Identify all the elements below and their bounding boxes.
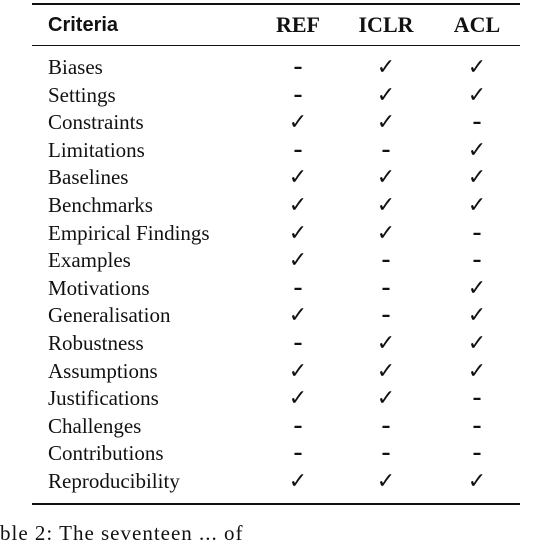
dash-icon: – [472,222,482,244]
table-row: Challenges – – – [0,413,554,441]
row-criteria-label: Generalisation [48,303,171,328]
table-row: Contributions – – – [0,440,554,468]
check-icon: ✓ [467,55,487,80]
header-iclr-label: ICLR [358,12,414,37]
row-criteria-label: Constraints [48,110,144,135]
check-icon: ✓ [376,386,396,412]
check-icon: ✓ [376,192,396,218]
check-icon: ✓ [467,330,487,356]
table-row: Biases – ✓ ✓ [0,54,554,82]
row-criteria-label: Baselines [48,165,129,190]
dash-icon: – [293,277,303,299]
table-top-rule [32,3,520,5]
check-icon: ✓ [288,248,308,274]
table-row: Robustness – ✓ ✓ [0,330,554,358]
table-row: Examples ✓ – – [0,247,554,275]
check-icon: ✓ [376,110,396,136]
dash-icon: – [293,57,303,78]
check-icon: ✓ [467,82,487,108]
table-row: Benchmarks ✓ ✓ ✓ [0,192,554,220]
table-row: Baselines ✓ ✓ ✓ [0,164,554,192]
dash-icon: – [381,443,391,465]
check-icon: ✓ [376,55,396,80]
header-acl-label: ACL [453,12,501,37]
table-caption: ble 2: The seventeen ... of [0,518,244,548]
table-row: Limitations – – ✓ [0,137,554,165]
row-criteria-label: Challenges [48,413,142,438]
check-icon: ✓ [467,165,487,191]
check-icon: ✓ [467,192,487,218]
table-row: Reproducibility ✓ ✓ ✓ [0,468,554,496]
row-criteria-label: Contributions [48,441,164,466]
table-row: Generalisation ✓ – ✓ [0,302,554,330]
check-icon: ✓ [376,82,396,108]
dash-icon: – [472,415,482,437]
check-icon: ✓ [376,358,396,384]
dash-icon: – [472,443,482,465]
table-body: Biases – ✓ ✓ Settings – ✓ ✓ Constraints ✓ ✓ – Limita… [0,54,554,496]
row-criteria-label: Biases [48,55,103,79]
check-icon: ✓ [467,468,487,494]
check-icon: ✓ [288,386,308,412]
row-criteria-label: Examples [48,248,131,273]
check-icon: ✓ [288,468,308,494]
dash-icon: – [381,250,391,272]
table-row: Justifications ✓ ✓ – [0,385,554,413]
table-row: Constraints ✓ ✓ – [0,109,554,137]
check-icon: ✓ [288,165,308,191]
check-icon: ✓ [288,220,308,246]
table-row: Assumptions ✓ ✓ ✓ [0,358,554,386]
table-row: Empirical Findings ✓ ✓ – [0,220,554,248]
row-criteria-label: Motivations [48,275,150,300]
row-criteria-label: Justifications [48,386,159,411]
table-row: Motivations – – ✓ [0,275,554,303]
table-header-rule [32,45,520,46]
dash-icon: – [293,415,303,437]
table-row: Settings – ✓ ✓ [0,82,554,110]
dash-icon: – [472,388,482,410]
dash-icon: – [381,305,391,327]
check-icon: ✓ [288,303,308,329]
check-icon: ✓ [467,303,487,329]
dash-icon: – [293,443,303,465]
dash-icon: – [472,112,482,134]
header-criteria: Criteria [48,14,119,36]
check-icon: ✓ [376,220,396,246]
table-bottom-rule [32,503,520,505]
check-icon: ✓ [288,110,308,136]
row-criteria-label: Benchmarks [48,192,153,217]
dash-icon: – [293,139,303,161]
dash-icon: – [293,332,303,354]
check-icon: ✓ [467,275,487,301]
check-icon: ✓ [467,358,487,384]
check-icon: ✓ [376,468,396,494]
dash-icon: – [381,415,391,437]
dash-icon: – [381,277,391,299]
dash-icon: – [293,84,303,106]
check-icon: ✓ [288,192,308,218]
row-criteria-label: Empirical Findings [48,220,210,245]
row-criteria-label: Reproducibility [48,468,180,493]
check-icon: ✓ [376,165,396,191]
row-criteria-label: Limitations [48,137,145,162]
row-criteria-label: Robustness [48,330,144,355]
row-criteria-label: Settings [48,82,116,107]
check-icon: ✓ [288,358,308,384]
dash-icon: – [381,139,391,161]
table-header: Criteria REF ICLR ACL [0,8,554,42]
caption-text: ble 2: The seventeen ... of [0,521,244,545]
header-ref-label: REF [276,12,320,37]
check-icon: ✓ [376,330,396,356]
row-criteria-label: Assumptions [48,358,158,383]
dash-icon: – [472,250,482,272]
check-icon: ✓ [467,137,487,163]
